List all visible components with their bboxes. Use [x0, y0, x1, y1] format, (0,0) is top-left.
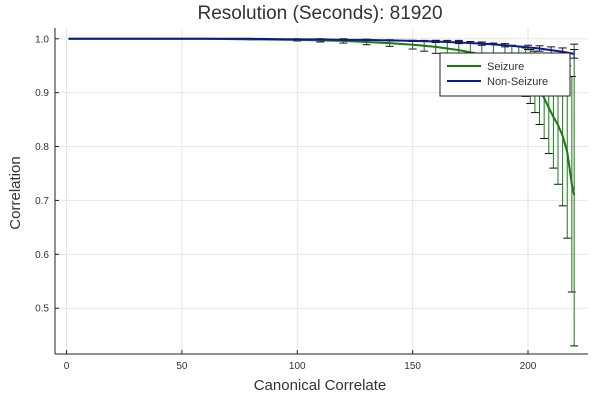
data-point: [538, 47, 541, 50]
data-point: [527, 46, 529, 48]
data-point: [250, 38, 252, 40]
data-point: [458, 41, 460, 44]
y-tick-label: 0.5: [35, 304, 49, 315]
legend-items: Seizure Non-Seizure: [447, 61, 548, 88]
y-tick-label: 0.9: [35, 88, 49, 99]
data-point: [552, 116, 554, 118]
y-tick-label: 0.7: [35, 196, 49, 207]
chart-title: Resolution (Seconds): 81920: [197, 3, 442, 24]
x-axis-title: Canonical Correlate: [254, 377, 387, 394]
data-point: [566, 151, 568, 153]
data-point: [481, 43, 483, 45]
y-tick-label: 0.6: [35, 250, 49, 261]
data-point: [342, 39, 345, 41]
data-point: [446, 47, 448, 50]
data-point: [365, 39, 368, 41]
x-tick-label: 150: [404, 361, 421, 372]
data-point: [557, 124, 559, 126]
x-tick-label: 50: [176, 361, 188, 372]
data-point: [562, 51, 564, 53]
data-point: [388, 39, 391, 41]
data-point: [543, 97, 545, 99]
data-point: [412, 44, 414, 46]
data-point: [68, 38, 70, 40]
data-point: [573, 194, 575, 196]
x-tick-label: 0: [64, 361, 70, 372]
tick-labels: 0 50 100 150 200 0.5 0.6 0.7 0.8 0.9 1.0: [35, 34, 537, 372]
data-point: [550, 49, 552, 51]
legend-label: Seizure: [487, 61, 524, 73]
x-tick-label: 200: [520, 361, 537, 372]
data-point: [562, 135, 564, 137]
data-point: [458, 49, 460, 51]
data-point: [504, 44, 506, 46]
data-point: [573, 53, 575, 55]
data-point: [319, 38, 321, 40]
y-tick-label: 0.8: [35, 142, 49, 153]
legend-box: [439, 52, 571, 97]
data-point: [388, 42, 391, 44]
data-point: [112, 38, 114, 40]
data-point: [296, 38, 298, 40]
data-point: [365, 41, 368, 43]
legend: Seizure Non-Seizure: [439, 52, 571, 97]
data-point: [204, 38, 206, 40]
x-tick-label: 100: [289, 361, 306, 372]
data-point: [548, 107, 550, 109]
data-point: [435, 40, 437, 43]
axes: [54, 28, 588, 355]
data-point: [412, 40, 414, 42]
data-point: [423, 45, 425, 47]
data-point: [435, 46, 437, 48]
data-point: [158, 38, 160, 40]
series-line: [68, 37, 575, 55]
y-axis-title: Correlation: [7, 156, 24, 229]
legend-label: Non-Seizure: [487, 76, 548, 88]
y-tick-label: 1.0: [35, 34, 49, 45]
data-point: [571, 183, 573, 185]
